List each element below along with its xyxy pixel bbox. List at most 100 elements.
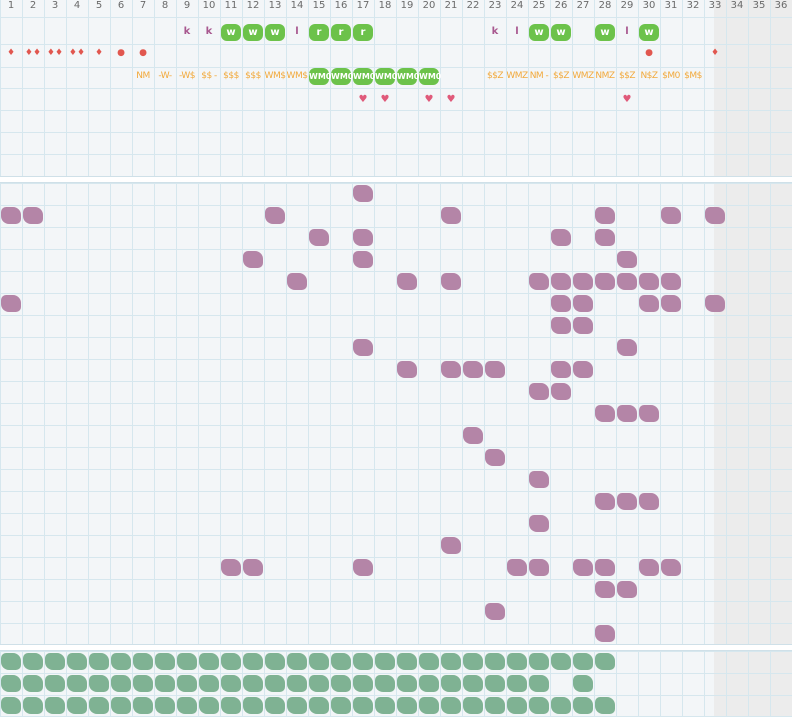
purple-event[interactable] [617,581,637,598]
teal-event[interactable] [177,675,197,692]
teal-event[interactable] [573,697,593,714]
teal-event[interactable] [89,653,109,670]
purple-event[interactable] [573,295,593,312]
teal-event[interactable] [595,653,615,670]
purple-event[interactable] [529,273,549,290]
purple-event[interactable] [1,295,21,312]
purple-event[interactable] [573,317,593,334]
green-badge[interactable]: r [353,24,373,41]
purple-event[interactable] [595,625,615,642]
teal-event[interactable] [595,697,615,714]
teal-event[interactable] [397,697,417,714]
teal-event[interactable] [485,697,505,714]
purple-event[interactable] [639,273,659,290]
teal-event[interactable] [529,653,549,670]
teal-event[interactable] [265,697,285,714]
purple-event[interactable] [441,361,461,378]
teal-event[interactable] [287,653,307,670]
teal-event[interactable] [529,675,549,692]
purple-event[interactable] [243,559,263,576]
weather-badge[interactable]: WM0 [397,68,419,85]
purple-event[interactable] [661,295,681,312]
teal-event[interactable] [309,675,329,692]
purple-event[interactable] [551,383,571,400]
green-badge[interactable]: w [221,24,241,41]
purple-event[interactable] [595,559,615,576]
teal-event[interactable] [45,653,65,670]
purple-event[interactable] [595,229,615,246]
teal-event[interactable] [177,697,197,714]
purple-event[interactable] [485,361,505,378]
green-badge[interactable]: w [595,24,615,41]
purple-event[interactable] [639,493,659,510]
weather-badge[interactable]: WM0 [309,68,331,85]
purple-event[interactable] [639,559,659,576]
teal-event[interactable] [111,653,131,670]
teal-event[interactable] [155,653,175,670]
purple-event[interactable] [353,251,373,268]
teal-event[interactable] [199,697,219,714]
purple-event[interactable] [595,273,615,290]
purple-event[interactable] [617,339,637,356]
teal-event[interactable] [243,675,263,692]
teal-event[interactable] [1,653,21,670]
purple-event[interactable] [353,339,373,356]
purple-event[interactable] [309,229,329,246]
purple-event[interactable] [551,295,571,312]
teal-event[interactable] [111,675,131,692]
purple-event[interactable] [595,207,615,224]
teal-event[interactable] [133,697,153,714]
purple-event[interactable] [639,295,659,312]
teal-event[interactable] [1,697,21,714]
purple-event[interactable] [243,251,263,268]
purple-event[interactable] [595,493,615,510]
teal-event[interactable] [573,653,593,670]
purple-event[interactable] [617,251,637,268]
teal-event[interactable] [265,653,285,670]
purple-event[interactable] [441,537,461,554]
purple-event[interactable] [573,559,593,576]
teal-event[interactable] [199,675,219,692]
weather-badge[interactable]: WM0 [419,68,441,85]
teal-event[interactable] [507,653,527,670]
purple-event[interactable] [617,273,637,290]
teal-event[interactable] [23,675,43,692]
green-badge[interactable]: w [243,24,263,41]
purple-event[interactable] [529,559,549,576]
purple-event[interactable] [265,207,285,224]
weather-badge[interactable]: WM0 [331,68,353,85]
purple-event[interactable] [485,603,505,620]
teal-event[interactable] [67,697,87,714]
purple-event[interactable] [529,471,549,488]
teal-event[interactable] [309,697,329,714]
green-badge[interactable]: w [529,24,549,41]
teal-event[interactable] [265,675,285,692]
teal-event[interactable] [221,675,241,692]
teal-event[interactable] [375,697,395,714]
teal-event[interactable] [353,653,373,670]
purple-event[interactable] [661,559,681,576]
teal-event[interactable] [397,675,417,692]
teal-event[interactable] [397,653,417,670]
green-badge[interactable]: r [309,24,329,41]
teal-event[interactable] [133,675,153,692]
purple-event[interactable] [353,559,373,576]
purple-event[interactable] [287,273,307,290]
teal-event[interactable] [45,675,65,692]
teal-event[interactable] [353,697,373,714]
teal-event[interactable] [243,653,263,670]
teal-event[interactable] [507,675,527,692]
teal-event[interactable] [331,653,351,670]
purple-event[interactable] [1,207,21,224]
teal-event[interactable] [287,697,307,714]
teal-event[interactable] [441,697,461,714]
teal-event[interactable] [419,675,439,692]
purple-event[interactable] [397,273,417,290]
purple-event[interactable] [617,493,637,510]
purple-event[interactable] [485,449,505,466]
teal-event[interactable] [485,675,505,692]
teal-event[interactable] [331,675,351,692]
purple-event[interactable] [551,229,571,246]
purple-event[interactable] [23,207,43,224]
teal-event[interactable] [221,697,241,714]
